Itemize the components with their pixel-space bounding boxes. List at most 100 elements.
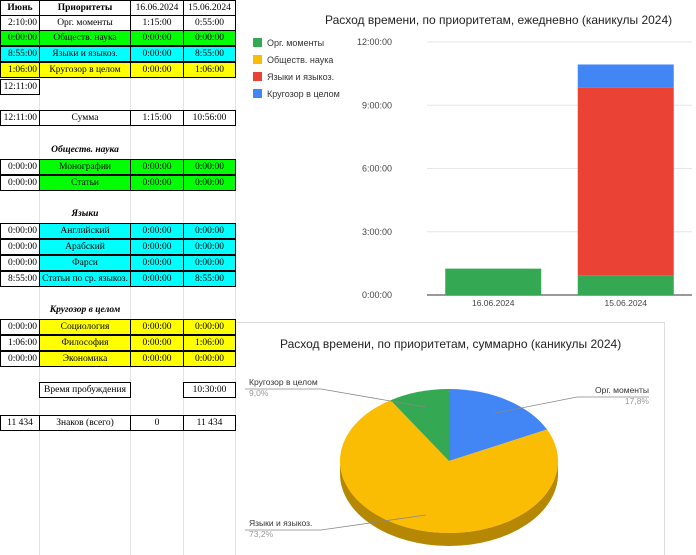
legend-swatch — [253, 89, 262, 98]
bar-segment — [578, 276, 674, 295]
bar-segment — [578, 64, 674, 87]
table-cell[interactable]: 8:55:00 — [0, 271, 40, 287]
header-date-2[interactable]: 15.06.2024 — [183, 0, 236, 16]
table-cell[interactable]: 2:10:00 — [0, 15, 40, 31]
header-date-1[interactable]: 16.06.2024 — [130, 0, 184, 16]
table-cell[interactable]: Статьи — [39, 175, 131, 191]
table-cell[interactable]: 0:00:00 — [183, 159, 236, 175]
pie-pct-label: 73,2% — [249, 529, 274, 539]
table-cell[interactable]: 0:00:00 — [183, 175, 236, 191]
table-cell[interactable]: 0:00:00 — [183, 239, 236, 255]
pie-label: Языки и языкоз. — [249, 518, 312, 528]
y-tick-label: 0:00:00 — [362, 290, 392, 300]
chars-cell[interactable]: 11 434 — [0, 415, 40, 431]
table-cell[interactable]: Английский — [39, 223, 131, 239]
table-cell[interactable]: 0:00:00 — [130, 271, 184, 287]
table-cell[interactable]: 8:55:00 — [183, 46, 236, 62]
table-cell[interactable]: 0:00:00 — [130, 175, 184, 191]
table-cell[interactable]: 1:06:00 — [183, 335, 236, 351]
sum-cell[interactable]: 12:11:00 — [0, 110, 40, 126]
table-cell[interactable]: Кругозор в целом — [39, 62, 131, 78]
table-cell[interactable]: 0:00:00 — [130, 62, 184, 78]
table-cell[interactable]: Статьи по ср. языкоз. — [39, 271, 131, 287]
chars-cell[interactable]: 0 — [130, 415, 184, 431]
table-cell[interactable]: 0:55:00 — [183, 15, 236, 31]
table-cell[interactable]: Орг. моменты — [39, 15, 131, 31]
table-cell[interactable]: 0:00:00 — [183, 351, 236, 367]
header-priorities[interactable]: Приоритеты — [39, 0, 131, 16]
table-cell[interactable]: 0:00:00 — [0, 159, 40, 175]
table-cell[interactable]: 0:00:00 — [183, 319, 236, 335]
pie-pct-label: 9,0% — [249, 388, 269, 398]
table-cell[interactable]: 1:06:00 — [0, 62, 40, 78]
wakeup-label[interactable]: Время пробуждения — [39, 382, 131, 398]
table-cell[interactable]: 0:00:00 — [0, 239, 40, 255]
legend-label: Языки и языкоз. — [267, 72, 334, 82]
legend-swatch — [253, 72, 262, 81]
total-cell[interactable]: 12:11:00 — [0, 79, 40, 95]
legend-label: Орг. моменты — [267, 38, 324, 48]
pie-pct-label: 17,8% — [625, 396, 650, 406]
y-tick-label: 3:00:00 — [362, 227, 392, 237]
table-cell[interactable]: 0:00:00 — [130, 335, 184, 351]
sum-cell[interactable]: 1:15:00 — [130, 110, 184, 126]
sum-cell[interactable]: 10:56:00 — [183, 110, 236, 126]
header-month[interactable]: Июнь — [0, 0, 40, 16]
bar-chart-panel[interactable]: Расход времени, по приоритетам, ежедневн… — [237, 0, 696, 322]
table-cell[interactable]: 0:00:00 — [0, 175, 40, 191]
spreadsheet-panel: Июнь Приоритеты 16.06.2024 15.06.2024 2:… — [0, 0, 236, 555]
x-tick-label: 16.06.2024 — [472, 298, 515, 308]
bar-segment — [578, 88, 674, 276]
chars-label[interactable]: Знаков (всего) — [39, 415, 131, 431]
section-title-social[interactable]: Обществ. наука — [39, 143, 131, 159]
table-cell[interactable]: 0:00:00 — [183, 255, 236, 271]
table-cell[interactable]: 1:06:00 — [0, 335, 40, 351]
table-cell[interactable]: Языки и языкоз. — [39, 46, 131, 62]
table-cell[interactable]: 0:00:00 — [130, 351, 184, 367]
pie-label: Кругозор в целом — [249, 377, 318, 387]
section-title-languages[interactable]: Языки — [39, 207, 131, 223]
table-cell[interactable]: 0:00:00 — [130, 239, 184, 255]
table-cell[interactable]: 0:00:00 — [130, 46, 184, 62]
table-cell[interactable]: 1:06:00 — [183, 62, 236, 78]
table-cell[interactable]: Обществ. наука — [39, 30, 131, 46]
sum-label[interactable]: Сумма — [39, 110, 131, 126]
pie-chart-panel[interactable]: Расход времени, по приоритетам, суммарно… — [237, 322, 665, 555]
table-cell[interactable]: 0:00:00 — [183, 223, 236, 239]
table-cell[interactable]: 0:00:00 — [130, 319, 184, 335]
section-title-outlook[interactable]: Кругозор в целом — [39, 303, 131, 319]
bar-segment — [445, 269, 541, 295]
table-cell[interactable]: 0:00:00 — [130, 223, 184, 239]
wakeup-value[interactable]: 10:30:00 — [183, 382, 236, 398]
table-cell[interactable]: Экономика — [39, 351, 131, 367]
y-tick-label: 6:00:00 — [362, 164, 392, 174]
table-cell[interactable]: Монографии — [39, 159, 131, 175]
legend-swatch — [253, 38, 262, 47]
pie-label: Орг. моменты — [595, 385, 649, 395]
legend-label: Обществ. наука — [267, 55, 333, 65]
table-cell[interactable]: 0:00:00 — [130, 255, 184, 271]
table-cell[interactable]: 8:55:00 — [0, 46, 40, 62]
table-cell[interactable]: 0:00:00 — [0, 223, 40, 239]
legend-swatch — [253, 55, 262, 64]
table-cell[interactable]: 8:55:00 — [183, 271, 236, 287]
table-cell[interactable]: 0:00:00 — [0, 30, 40, 46]
y-tick-label: 9:00:00 — [362, 100, 392, 110]
y-tick-label: 12:00:00 — [357, 37, 392, 47]
table-cell[interactable]: 0:00:00 — [130, 30, 184, 46]
table-cell[interactable]: 0:00:00 — [183, 30, 236, 46]
legend-label: Кругозор в целом — [267, 89, 340, 99]
table-cell[interactable]: 0:00:00 — [130, 159, 184, 175]
table-cell[interactable]: 0:00:00 — [0, 351, 40, 367]
chars-cell[interactable]: 11 434 — [183, 415, 236, 431]
x-tick-label: 15.06.2024 — [604, 298, 647, 308]
table-cell[interactable]: Философия — [39, 335, 131, 351]
table-cell[interactable]: Социология — [39, 319, 131, 335]
table-cell[interactable]: 0:00:00 — [0, 319, 40, 335]
bar-chart[interactable]: 0:00:00 3:00:00 6:00:00 9:00:00 12:00:00 16.0… — [237, 0, 696, 322]
table-cell[interactable]: 1:15:00 — [130, 15, 184, 31]
table-cell[interactable]: Фарси — [39, 255, 131, 271]
table-cell[interactable]: Арабский — [39, 239, 131, 255]
table-cell[interactable]: 0:00:00 — [0, 255, 40, 271]
